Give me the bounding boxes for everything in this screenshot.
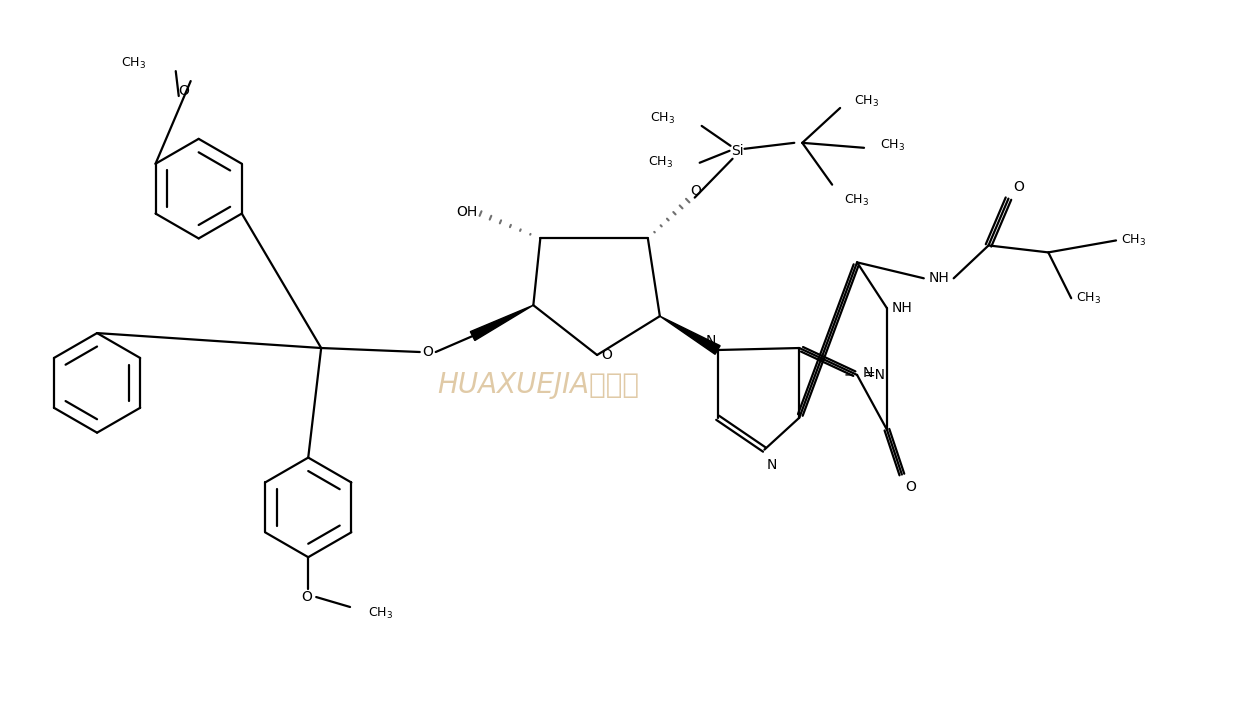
Text: O: O xyxy=(905,479,916,493)
Text: OH: OH xyxy=(456,204,477,218)
Text: CH$_3$: CH$_3$ xyxy=(648,156,672,170)
Text: N: N xyxy=(766,457,776,472)
Text: N: N xyxy=(706,334,716,348)
Text: O: O xyxy=(691,184,702,198)
Polygon shape xyxy=(660,316,721,354)
Text: O: O xyxy=(423,345,433,359)
Text: CH$_3$: CH$_3$ xyxy=(368,605,393,621)
Text: CH$_3$: CH$_3$ xyxy=(1077,291,1101,305)
Text: O: O xyxy=(602,348,613,362)
Text: CH$_3$: CH$_3$ xyxy=(650,112,675,127)
Text: Si: Si xyxy=(732,144,744,158)
Text: CH$_3$: CH$_3$ xyxy=(1121,233,1146,248)
Text: O: O xyxy=(1014,180,1025,194)
Polygon shape xyxy=(471,305,533,341)
Text: HUAXUEJIA化学加: HUAXUEJIA化学加 xyxy=(438,371,639,399)
Text: CH$_3$: CH$_3$ xyxy=(854,93,879,109)
Text: CH$_3$: CH$_3$ xyxy=(880,139,905,153)
Text: CH$_3$: CH$_3$ xyxy=(121,56,146,71)
Text: O: O xyxy=(300,590,311,604)
Text: N: N xyxy=(863,366,874,380)
Text: =N: =N xyxy=(863,368,885,382)
Text: O: O xyxy=(178,84,189,98)
Text: NH: NH xyxy=(928,271,949,286)
Text: CH$_3$: CH$_3$ xyxy=(844,193,869,208)
Text: NH: NH xyxy=(892,301,912,315)
